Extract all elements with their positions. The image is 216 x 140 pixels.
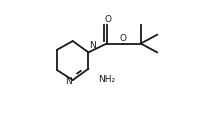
Text: O: O [120, 33, 127, 43]
Text: NH₂: NH₂ [98, 75, 115, 84]
Text: N: N [89, 41, 96, 50]
Text: O: O [105, 15, 111, 24]
Text: N: N [65, 77, 71, 86]
